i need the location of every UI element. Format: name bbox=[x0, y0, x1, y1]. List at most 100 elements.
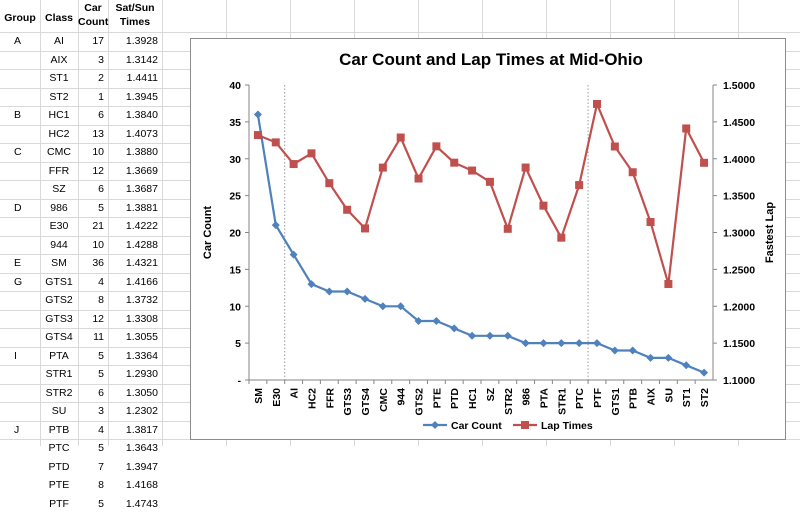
count-cell[interactable]: 21 bbox=[92, 220, 104, 232]
class-cell[interactable]: PTA bbox=[49, 349, 69, 362]
time-cell[interactable]: 1.4222 bbox=[125, 220, 158, 232]
header-group[interactable]: Group bbox=[4, 12, 36, 24]
group-cell[interactable] bbox=[14, 365, 40, 383]
count-cell[interactable]: 5 bbox=[98, 497, 104, 510]
time-cell[interactable]: 1.4411 bbox=[126, 72, 158, 84]
time-cell[interactable]: 1.3881 bbox=[125, 201, 158, 214]
group-cell[interactable] bbox=[14, 291, 40, 309]
time-cell[interactable]: 1.4168 bbox=[125, 479, 158, 491]
count-cell[interactable]: 5 bbox=[98, 201, 104, 214]
class-cell[interactable]: ST1 bbox=[49, 72, 69, 84]
count-cell[interactable]: 5 bbox=[98, 368, 104, 380]
header-count[interactable]: Count bbox=[78, 16, 109, 28]
time-cell[interactable]: 1.2302 bbox=[125, 405, 158, 417]
group-cell[interactable] bbox=[14, 402, 40, 420]
count-cell[interactable]: 5 bbox=[98, 349, 104, 362]
time-cell[interactable]: 1.4073 bbox=[125, 127, 158, 140]
class-cell[interactable]: GTS2 bbox=[45, 294, 73, 306]
time-cell[interactable]: 1.3880 bbox=[125, 146, 158, 158]
count-cell[interactable]: 8 bbox=[98, 479, 104, 491]
group-cell[interactable]: I bbox=[14, 349, 17, 362]
time-cell[interactable]: 1.3364 bbox=[125, 349, 158, 362]
group-cell[interactable]: J bbox=[14, 423, 20, 436]
class-cell[interactable]: FFR bbox=[48, 164, 70, 177]
time-cell[interactable]: 1.4321 bbox=[125, 257, 158, 269]
time-cell[interactable]: 1.4288 bbox=[125, 238, 158, 251]
class-cell[interactable]: GTS3 bbox=[45, 312, 73, 325]
class-cell[interactable]: 944 bbox=[50, 238, 68, 251]
time-cell[interactable]: 1.3732 bbox=[125, 294, 158, 306]
class-cell[interactable]: PTD bbox=[48, 460, 70, 473]
count-cell[interactable]: 17 bbox=[92, 35, 104, 47]
class-cell[interactable]: PTC bbox=[48, 442, 70, 454]
class-cell[interactable]: CMC bbox=[47, 146, 71, 158]
time-cell[interactable]: 1.3928 bbox=[125, 35, 158, 47]
time-cell[interactable]: 1.3669 bbox=[125, 164, 158, 177]
class-cell[interactable]: AIX bbox=[50, 53, 68, 66]
time-cell[interactable]: 1.3055 bbox=[125, 331, 158, 343]
group-cell[interactable] bbox=[14, 162, 40, 180]
group-cell[interactable]: C bbox=[14, 146, 22, 158]
count-cell[interactable]: 10 bbox=[92, 146, 104, 158]
class-cell[interactable]: PTE bbox=[48, 479, 70, 491]
group-cell[interactable]: A bbox=[14, 35, 22, 47]
count-cell[interactable]: 11 bbox=[93, 331, 104, 343]
group-cell[interactable] bbox=[14, 384, 40, 402]
count-cell[interactable]: 12 bbox=[92, 312, 104, 325]
class-cell[interactable]: PTF bbox=[49, 497, 69, 510]
time-cell[interactable]: 1.3687 bbox=[125, 183, 158, 195]
class-cell[interactable]: STR2 bbox=[45, 386, 73, 399]
time-cell[interactable]: 1.3840 bbox=[125, 109, 158, 121]
header-class[interactable]: Class bbox=[44, 12, 74, 24]
chart-frame[interactable]: Car Count and Lap Times at Mid-Ohio - 5 10 1… bbox=[190, 38, 786, 440]
class-cell[interactable]: SU bbox=[51, 405, 67, 417]
time-cell[interactable]: 1.4166 bbox=[125, 275, 158, 288]
group-cell[interactable] bbox=[14, 125, 40, 143]
count-cell[interactable]: 4 bbox=[98, 423, 104, 436]
count-cell[interactable]: 8 bbox=[98, 294, 104, 306]
class-cell[interactable]: GTS4 bbox=[45, 331, 73, 343]
time-cell[interactable]: 1.3308 bbox=[125, 312, 158, 325]
time-cell[interactable]: 1.3817 bbox=[125, 423, 158, 436]
count-cell[interactable]: 13 bbox=[92, 127, 104, 140]
count-cell[interactable]: 12 bbox=[92, 164, 104, 177]
class-cell[interactable]: STR1 bbox=[45, 368, 73, 380]
group-cell[interactable] bbox=[14, 51, 40, 69]
header-sat-sun[interactable]: Sat/Sun bbox=[115, 2, 155, 14]
time-cell[interactable]: 1.3947 bbox=[125, 460, 158, 473]
group-cell[interactable] bbox=[14, 495, 40, 513]
count-cell[interactable]: 3 bbox=[98, 53, 104, 66]
count-cell[interactable]: 6 bbox=[98, 386, 104, 399]
class-cell[interactable]: ST2 bbox=[49, 90, 69, 103]
time-cell[interactable]: 1.3945 bbox=[125, 90, 158, 103]
class-cell[interactable]: HC1 bbox=[48, 109, 70, 121]
group-cell[interactable] bbox=[14, 69, 40, 87]
class-cell[interactable]: AI bbox=[54, 35, 64, 47]
header-car[interactable]: Car bbox=[84, 2, 102, 14]
time-cell[interactable]: 1.2930 bbox=[125, 368, 158, 380]
time-cell[interactable]: 1.4743 bbox=[125, 497, 158, 510]
count-cell[interactable]: 7 bbox=[98, 460, 104, 473]
count-cell[interactable]: 2 bbox=[98, 72, 104, 84]
group-cell[interactable] bbox=[14, 458, 40, 476]
count-cell[interactable]: 36 bbox=[92, 257, 104, 269]
class-cell[interactable]: SZ bbox=[52, 183, 66, 195]
group-cell[interactable] bbox=[14, 310, 40, 328]
group-cell[interactable] bbox=[14, 217, 40, 235]
count-cell[interactable]: 4 bbox=[98, 275, 104, 288]
group-cell[interactable] bbox=[14, 476, 40, 494]
count-cell[interactable]: 6 bbox=[98, 183, 104, 195]
time-cell[interactable]: 1.3050 bbox=[125, 386, 158, 399]
group-cell[interactable]: B bbox=[14, 109, 22, 121]
time-cell[interactable]: 1.3643 bbox=[125, 442, 158, 454]
group-cell[interactable]: E bbox=[14, 257, 22, 269]
class-cell[interactable]: 986 bbox=[50, 201, 68, 214]
class-cell[interactable]: HC2 bbox=[48, 127, 70, 140]
class-cell[interactable]: E30 bbox=[49, 220, 69, 232]
time-cell[interactable]: 1.3142 bbox=[125, 53, 158, 66]
count-cell[interactable]: 6 bbox=[98, 109, 104, 121]
class-cell[interactable]: GTS1 bbox=[45, 275, 73, 288]
count-cell[interactable]: 10 bbox=[92, 238, 104, 251]
class-cell[interactable]: PTB bbox=[48, 423, 70, 436]
group-cell[interactable]: D bbox=[14, 201, 22, 214]
